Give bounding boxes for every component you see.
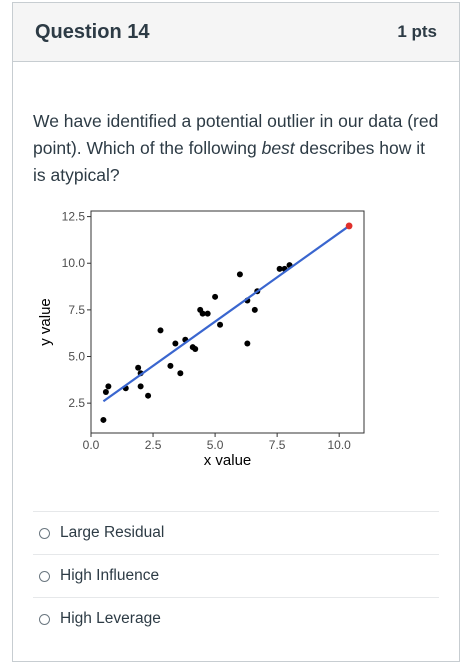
answer-option-high-influence[interactable]: High Influence — [33, 554, 439, 597]
answer-option-large-residual[interactable]: Large Residual — [33, 511, 439, 554]
data-point — [102, 388, 109, 395]
data-point — [276, 265, 283, 272]
y-tick-label: 2.5 — [68, 396, 85, 410]
data-point — [135, 364, 142, 371]
y-tick-label: 5.0 — [68, 350, 85, 364]
question-title: Question 14 — [35, 20, 150, 43]
data-point — [244, 340, 251, 347]
scatter-plot-svg: 0.0 2.5 5.0 7.5 10.0 2.5 5.0 7.5 10.0 12.5 x value… — [37, 210, 365, 469]
data-point — [157, 327, 164, 334]
question-text-emphasis: best — [261, 138, 295, 158]
data-point — [204, 310, 211, 317]
data-point — [212, 293, 219, 300]
data-point — [167, 362, 174, 369]
data-point — [145, 392, 152, 399]
data-point — [199, 310, 206, 317]
answer-label: Large Residual — [60, 524, 165, 541]
y-tick-label: 12.5 — [62, 210, 86, 224]
question-body: We have identified a potential outlier i… — [13, 108, 459, 640]
x-tick-label: 2.5 — [145, 438, 162, 452]
question-text-before: We have identified a potential outlier i… — [33, 111, 439, 158]
data-point — [217, 321, 224, 328]
y-tick-label: 7.5 — [68, 303, 85, 317]
data-point — [251, 306, 258, 313]
x-axis-label: x value — [204, 452, 252, 465]
data-point — [172, 340, 179, 347]
x-tick-label: 0.0 — [83, 438, 100, 452]
answer-label: High Leverage — [60, 610, 161, 627]
y-axis-label: y value — [37, 298, 54, 346]
answer-label: High Influence — [60, 567, 160, 584]
radio-button[interactable] — [39, 613, 50, 625]
data-point — [192, 346, 199, 353]
x-tick-label: 10.0 — [328, 438, 352, 452]
answer-option-high-leverage[interactable]: High Leverage — [33, 597, 439, 640]
radio-button[interactable] — [39, 570, 50, 582]
scatter-chart: 0.0 2.5 5.0 7.5 10.0 2.5 5.0 7.5 10.0 12.5 x value… — [33, 201, 439, 469]
outlier-point — [345, 222, 353, 230]
x-tick-label: 5.0 — [207, 438, 224, 452]
question-card: Question 14 1 pts We have identified a p… — [12, 2, 460, 662]
question-header: Question 14 1 pts — [13, 3, 459, 62]
regression-line — [102, 225, 350, 403]
data-point — [177, 370, 184, 377]
x-tick-label: 7.5 — [269, 438, 286, 452]
data-point — [137, 383, 144, 390]
data-point — [105, 383, 112, 390]
radio-button[interactable] — [39, 527, 50, 539]
answer-list: Large Residual High Influence High Lever… — [33, 511, 439, 640]
question-text: We have identified a potential outlier i… — [33, 108, 439, 189]
data-point — [236, 271, 243, 278]
y-tick-label: 10.0 — [62, 256, 86, 270]
question-points: 1 pts — [397, 22, 437, 41]
data-point — [100, 416, 107, 423]
question-text-after: describes how it is atypical? — [33, 138, 426, 185]
